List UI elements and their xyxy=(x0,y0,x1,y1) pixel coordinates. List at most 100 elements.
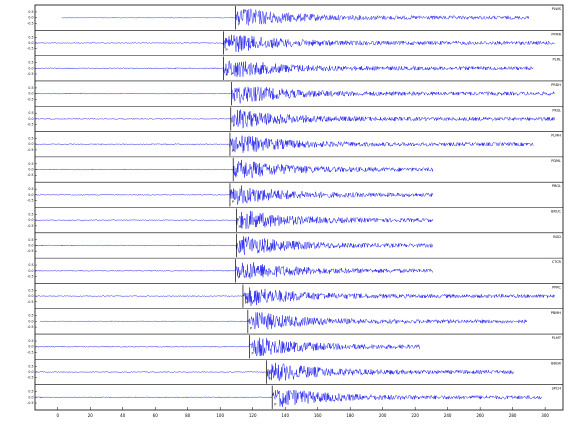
y-tick-label: 0.0 xyxy=(28,66,33,70)
y-tick-label: -0.5 xyxy=(27,72,33,76)
y-tick-label: -0.5 xyxy=(27,401,33,405)
y-tick-label: 0.0 xyxy=(28,243,33,247)
y-tick-label: 0.5 xyxy=(28,187,33,191)
station-name: PLRL xyxy=(553,58,561,62)
x-tick-label: 240 xyxy=(444,413,452,418)
station-name: PLMT xyxy=(552,336,562,340)
waveform xyxy=(39,312,528,330)
waveform xyxy=(61,8,530,26)
pick-label: P xyxy=(233,124,235,128)
y-tick-label: -0.5 xyxy=(27,123,33,127)
y-tick-label: -0.5 xyxy=(27,47,33,51)
x-tick-label: 200 xyxy=(379,413,387,418)
waveform xyxy=(34,210,434,229)
station-name: PDML xyxy=(551,159,561,163)
y-tick-label: 0.5 xyxy=(28,35,33,39)
waveform xyxy=(34,389,542,408)
station-name: PLWS xyxy=(552,7,562,11)
x-tick-label: 100 xyxy=(216,413,224,418)
pick-label: P xyxy=(234,99,236,103)
y-tick-label: 0.5 xyxy=(28,263,33,267)
y-tick-label: 0.5 xyxy=(28,111,33,115)
y-tick-label: 0.5 xyxy=(28,364,33,368)
y-tick-label: 0.0 xyxy=(28,193,33,197)
y-tick-label: 0.0 xyxy=(28,370,33,374)
x-tick-label: 280 xyxy=(509,413,517,418)
station-name: PBGL xyxy=(552,184,561,188)
x-tick-label: 160 xyxy=(314,413,322,418)
station-name: PBMH xyxy=(551,311,562,315)
y-tick-label: -0.5 xyxy=(27,350,33,354)
y-tick-label: 0.0 xyxy=(28,294,33,298)
x-tick-label: 260 xyxy=(476,413,484,418)
pick-label: P xyxy=(238,225,240,229)
pick-label: P xyxy=(238,23,240,27)
y-tick-label: 0.0 xyxy=(28,142,33,146)
station-name: BGD xyxy=(553,235,561,239)
x-tick-label: 220 xyxy=(411,413,419,418)
y-tick-label: 0.0 xyxy=(28,41,33,45)
waveform xyxy=(34,135,534,153)
y-tick-label: -0.5 xyxy=(27,148,33,152)
y-tick-label: -0.5 xyxy=(27,376,33,380)
waveform xyxy=(34,109,555,129)
waveform xyxy=(34,362,515,382)
y-tick-label: -0.5 xyxy=(27,325,33,329)
y-tick-label: 0.5 xyxy=(28,288,33,292)
y-tick-label: 0.5 xyxy=(28,314,33,318)
y-tick-label: -0.5 xyxy=(27,274,33,278)
pick-label: P xyxy=(225,73,227,77)
y-tick-label: 0.0 xyxy=(28,218,33,222)
x-tick-label: 60 xyxy=(153,413,159,418)
x-tick-label: 20 xyxy=(88,413,94,418)
pick-label: P xyxy=(245,301,247,305)
y-tick-label: 0.5 xyxy=(28,162,33,166)
x-tick-label: 0 xyxy=(56,413,59,418)
y-tick-label: 0.5 xyxy=(28,86,33,90)
x-tick-label: 120 xyxy=(249,413,257,418)
pick-label: P xyxy=(225,48,227,52)
y-tick-label: 0.0 xyxy=(28,16,33,20)
y-tick-label: 0.5 xyxy=(28,137,33,141)
y-tick-label: -0.5 xyxy=(27,21,33,25)
y-tick-label: 0.5 xyxy=(28,390,33,394)
station-name: PPRC xyxy=(552,285,561,289)
y-tick-label: -0.5 xyxy=(27,199,33,203)
station-name: PKSL xyxy=(552,108,561,112)
y-tick-label: 0.0 xyxy=(28,92,33,96)
pick-label: P xyxy=(235,174,237,178)
x-tick-label: 80 xyxy=(185,413,191,418)
waveform xyxy=(34,337,421,357)
x-tick-label: 40 xyxy=(120,413,126,418)
y-tick-label: 0.5 xyxy=(28,339,33,343)
y-tick-label: 0.5 xyxy=(28,61,33,65)
waveform xyxy=(34,236,434,255)
y-tick-label: -0.5 xyxy=(27,224,33,228)
y-tick-label: 0.0 xyxy=(28,319,33,323)
y-tick-label: 0.5 xyxy=(28,212,33,216)
waveform xyxy=(34,159,434,179)
x-tick-label: 300 xyxy=(541,413,549,418)
y-tick-label: -0.5 xyxy=(27,300,33,304)
y-tick-label: 0.5 xyxy=(28,10,33,14)
waveform xyxy=(34,262,434,279)
pick-label: P xyxy=(269,377,271,381)
pick-label: P xyxy=(251,352,253,356)
y-tick-label: 0.0 xyxy=(28,269,33,273)
pick-label: P xyxy=(238,250,240,254)
y-tick-label: 0.5 xyxy=(28,238,33,242)
x-tick-label: 140 xyxy=(281,413,289,418)
y-tick-label: 0.0 xyxy=(28,168,33,172)
station-name: BRUC xyxy=(551,210,561,214)
station-name: PFMR xyxy=(551,32,561,36)
y-tick-label: -0.5 xyxy=(27,249,33,253)
y-tick-label: -0.5 xyxy=(27,173,33,177)
station-name: BBGR xyxy=(551,361,561,365)
waveform xyxy=(34,287,555,306)
pick-label: P xyxy=(274,402,276,406)
station-name: CTCR xyxy=(552,260,562,264)
waveform xyxy=(34,60,534,77)
station-name: SPCH xyxy=(552,387,562,391)
pick-label: P xyxy=(238,276,240,280)
